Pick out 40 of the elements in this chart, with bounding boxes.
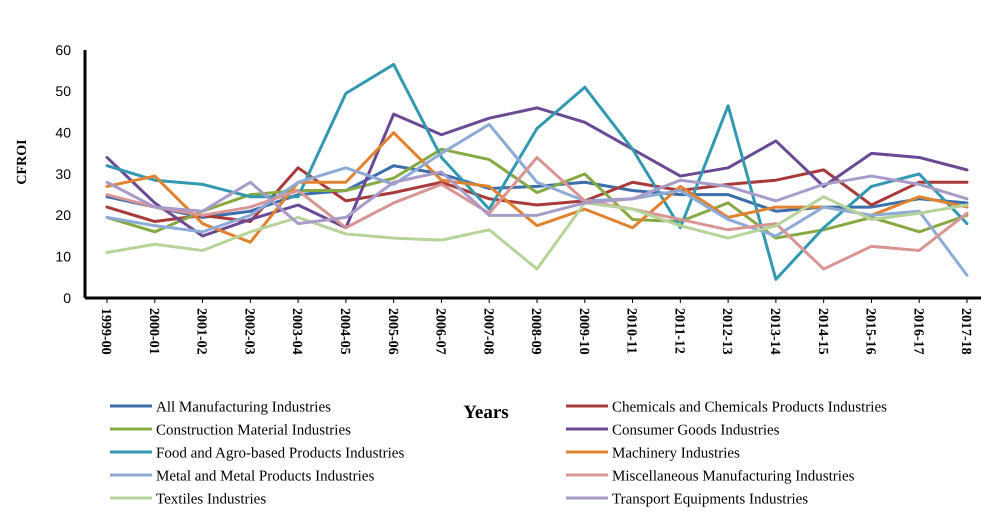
y-tick-label: 60 — [55, 42, 72, 58]
y-tick-label: 10 — [55, 248, 72, 265]
x-tick-label: 2007-08 — [480, 308, 496, 355]
x-tick-label: 1999-00 — [98, 308, 114, 355]
legend-label: Consumer Goods Industries — [612, 422, 780, 438]
legend-label: All Manufacturing Industries — [156, 399, 332, 416]
x-tick-label: 2013-14 — [766, 308, 782, 355]
y-tick-label: 40 — [55, 124, 72, 141]
x-tick-label: 2014-15 — [814, 308, 830, 355]
legend-label: Miscellaneous Manufacturing Industries — [612, 468, 855, 484]
y-axis-title: CFROI — [15, 139, 30, 185]
y-tick-label: 30 — [55, 166, 72, 182]
legend-label: Chemicals and Chemicals Products Industries — [612, 399, 888, 416]
y-tick-label: 20 — [55, 207, 72, 224]
x-tick-label: 2011-12 — [671, 308, 686, 354]
x-tick-label: 2000-01 — [146, 308, 161, 355]
y-tick-label: 0 — [63, 290, 72, 306]
y-tick-label: 50 — [55, 83, 72, 100]
legend-label: Textiles Industries — [156, 491, 266, 508]
x-axis-title: Years — [463, 402, 509, 423]
legend-label: Construction Material Industries — [156, 422, 352, 438]
x-tick-label: 2005-06 — [384, 308, 400, 355]
line-series — [106, 62, 968, 281]
x-tick-label: 2012-13 — [719, 308, 734, 355]
x-tick-label: 2015-16 — [862, 308, 878, 355]
x-tick-label: 2003-04 — [289, 308, 304, 355]
legend-label: Transport Equipments Industries — [612, 491, 808, 508]
line-series — [106, 195, 968, 271]
x-tick-label: 2009-10 — [576, 308, 591, 355]
legend-label: Metal and Metal Products Industries — [156, 468, 374, 484]
x-tick-label: 2016-17 — [910, 308, 926, 355]
legend-label: Food and Agro-based Products Industries — [156, 445, 404, 462]
x-tick-label: 2008-09 — [528, 308, 544, 355]
x-tick-label: 2001-02 — [194, 308, 209, 355]
x-tick-label: 2017-18 — [958, 308, 974, 355]
x-tick-label: 2006-07 — [432, 308, 448, 355]
legend-label: Machinery Industries — [612, 445, 740, 462]
x-tick-label: 2004-05 — [336, 308, 352, 355]
x-tick-label: 2002-03 — [241, 308, 256, 355]
x-tick-label: 2010-11 — [624, 308, 639, 354]
